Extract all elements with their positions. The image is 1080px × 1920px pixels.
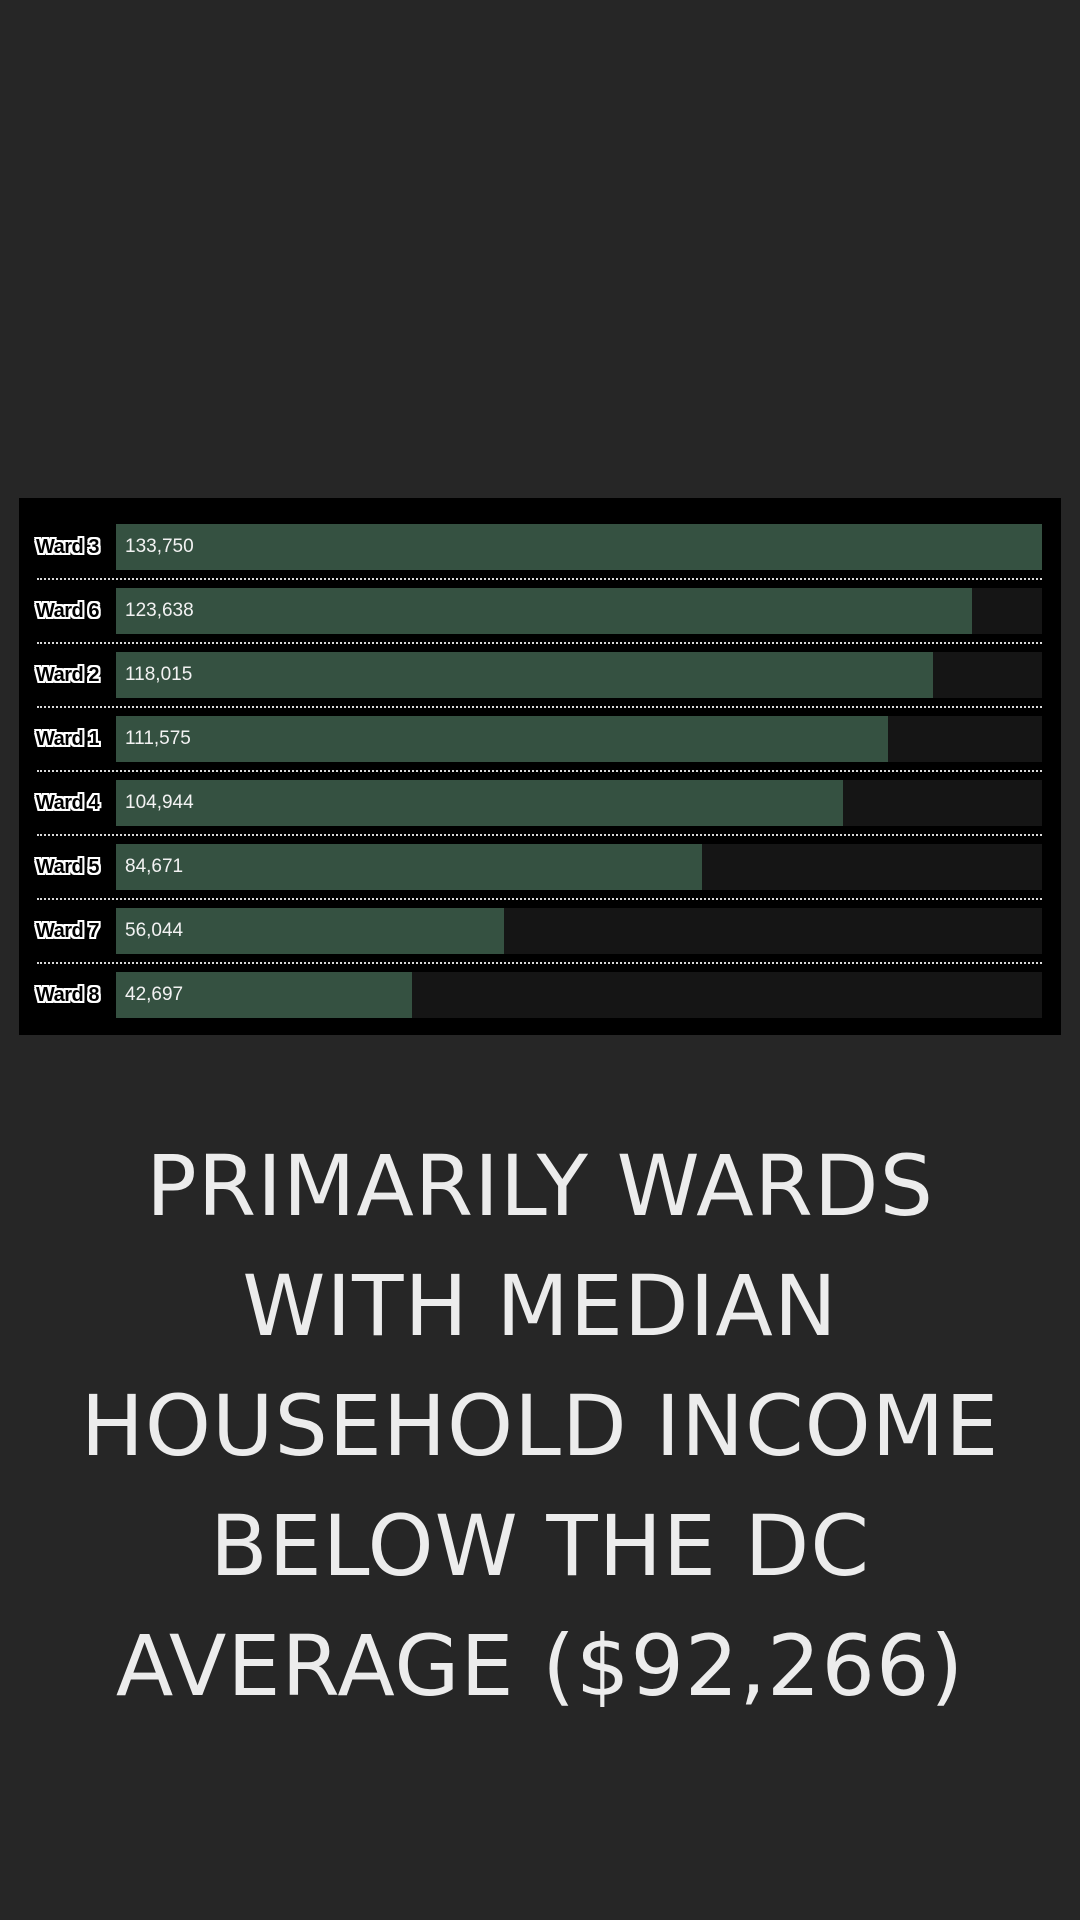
- bar-track: 133,750: [116, 524, 1042, 570]
- bar-row: Ward 6 123,638: [19, 588, 1061, 634]
- row-divider: [37, 578, 1042, 580]
- category-label: Ward 6: [36, 600, 99, 622]
- bar: [116, 652, 933, 698]
- bar-value-label: 133,750: [125, 536, 194, 557]
- category-label: Ward 1: [36, 728, 99, 750]
- bar: [116, 588, 972, 634]
- row-divider: [37, 642, 1042, 644]
- category-label: Ward 4: [36, 792, 99, 814]
- bar-row: Ward 5 84,671: [19, 844, 1061, 890]
- bar-row: Ward 3 133,750: [19, 524, 1061, 570]
- bar: [116, 972, 412, 1018]
- bar-row: Ward 2 118,015: [19, 652, 1061, 698]
- bar: [116, 908, 504, 954]
- row-divider: [37, 706, 1042, 708]
- bar-value-label: 56,044: [125, 920, 184, 941]
- bar-value-label: 104,944: [125, 792, 194, 813]
- bar-row: Ward 7 56,044: [19, 908, 1061, 954]
- bar-rows: Ward 3 133,750 Ward 6 123,638 Ward 2 118,015 W…: [19, 498, 1061, 1035]
- category-label: Ward 5: [36, 856, 99, 878]
- bar-value-label: 118,015: [125, 664, 193, 685]
- bar: [116, 780, 843, 826]
- headline: PRIMARILY WARDS WITH MEDIAN HOUSEHOLD IN…: [80, 1137, 1000, 1715]
- bar-track: 84,671: [116, 844, 1042, 890]
- bar-track: 42,697: [116, 972, 1042, 1018]
- bar-row: Ward 1 111,575: [19, 716, 1061, 762]
- category-label: Ward 7: [36, 920, 99, 942]
- row-divider: [37, 898, 1042, 900]
- row-divider: [37, 962, 1042, 964]
- chart-panel: Ward 3 133,750 Ward 6 123,638 Ward 2 118,015 W…: [19, 498, 1061, 1035]
- category-label: Ward 8: [36, 984, 99, 1006]
- bar-row: Ward 4 104,944: [19, 780, 1061, 826]
- bar-track: 111,575: [116, 716, 1042, 762]
- bar-value-label: 42,697: [125, 984, 184, 1005]
- bar-track: 118,015: [116, 652, 1042, 698]
- bar-value-label: 111,575: [125, 728, 191, 749]
- bar: [116, 844, 702, 890]
- category-label: Ward 2: [36, 664, 99, 686]
- bar: [116, 524, 1042, 570]
- bar-track: 123,638: [116, 588, 1042, 634]
- category-label: Ward 3: [36, 536, 99, 558]
- bar-row: Ward 8 42,697: [19, 972, 1061, 1018]
- bar-value-label: 123,638: [125, 600, 194, 621]
- bar-value-label: 84,671: [125, 856, 184, 877]
- row-divider: [37, 770, 1042, 772]
- bar-track: 56,044: [116, 908, 1042, 954]
- bar: [116, 716, 888, 762]
- bar-track: 104,944: [116, 780, 1042, 826]
- row-divider: [37, 834, 1042, 836]
